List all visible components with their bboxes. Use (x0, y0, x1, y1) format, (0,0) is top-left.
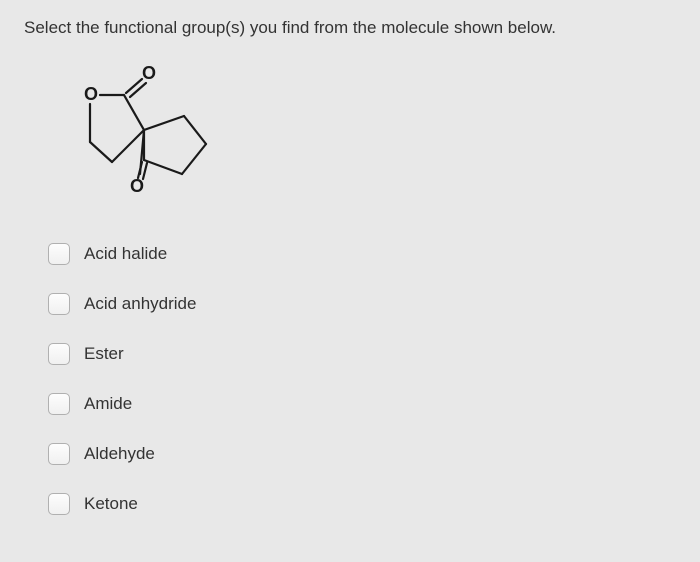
checkbox-ketone[interactable] (48, 493, 70, 515)
checkbox-amide[interactable] (48, 393, 70, 415)
option-aldehyde: Aldehyde (48, 443, 676, 465)
option-label: Amide (84, 394, 132, 414)
options-list: Acid halide Acid anhydride Ester Amide A… (48, 243, 676, 515)
option-label: Ketone (84, 494, 138, 514)
question-text: Select the functional group(s) you find … (24, 18, 676, 38)
svg-text:O: O (84, 84, 98, 104)
option-label: Ester (84, 344, 124, 364)
molecule-diagram: O O O (72, 62, 676, 207)
option-label: Aldehyde (84, 444, 155, 464)
checkbox-ester[interactable] (48, 343, 70, 365)
option-label: Acid halide (84, 244, 167, 264)
option-label: Acid anhydride (84, 294, 196, 314)
option-acid-halide: Acid halide (48, 243, 676, 265)
checkbox-acid-halide[interactable] (48, 243, 70, 265)
checkbox-acid-anhydride[interactable] (48, 293, 70, 315)
option-ester: Ester (48, 343, 676, 365)
option-ketone: Ketone (48, 493, 676, 515)
option-amide: Amide (48, 393, 676, 415)
option-acid-anhydride: Acid anhydride (48, 293, 676, 315)
checkbox-aldehyde[interactable] (48, 443, 70, 465)
svg-text:O: O (142, 63, 156, 83)
